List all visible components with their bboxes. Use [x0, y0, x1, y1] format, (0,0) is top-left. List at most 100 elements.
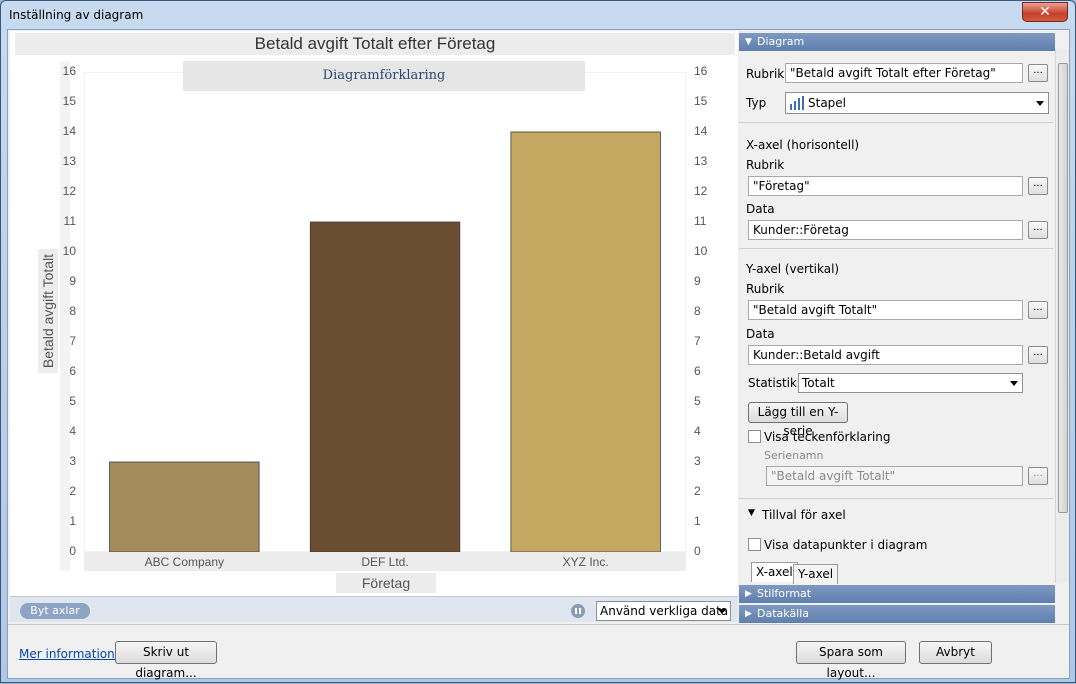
chart-toolbar: Byt axlar Använd verkliga data [10, 596, 738, 622]
divider [739, 248, 1053, 249]
y-tick-label: 13 [62, 154, 76, 168]
section-style-header[interactable]: ▶ Stilformat [739, 585, 1055, 603]
show-datapoints-checkbox[interactable] [748, 538, 761, 551]
y-axis-title-field[interactable]: "Betald avgift Totalt" [748, 300, 1023, 320]
y-tick-label-right: 12 [694, 184, 708, 198]
y-tick-label-right: 0 [694, 544, 701, 558]
y-axis-title-edit-button[interactable]: ... [1028, 301, 1048, 319]
series-name-edit-button: ... [1028, 467, 1048, 485]
more-info-link[interactable]: Mer information... [19, 647, 127, 661]
add-y-series-button[interactable]: Lägg till en Y-serie [748, 402, 848, 438]
y-axis-data-edit-button[interactable]: ... [1028, 346, 1048, 364]
chart-type-value: Stapel [808, 96, 847, 110]
y-tick-label: 5 [69, 394, 76, 408]
x-axis-title-edit-button[interactable]: ... [1028, 177, 1048, 195]
x-tick-label: DEF Ltd. [361, 555, 409, 569]
plot-area [84, 72, 686, 552]
y-title-label: Rubrik [746, 282, 785, 296]
y-tick-label-right: 9 [694, 274, 701, 288]
y-tick-label-right: 6 [694, 364, 701, 378]
x-axis-data-edit-button[interactable]: ... [1028, 221, 1048, 239]
legend-title[interactable]: Diagramförklaring [183, 61, 585, 91]
x-data-label: Data [746, 202, 775, 216]
tab-y-axis[interactable]: Y-axel [793, 564, 839, 584]
bar-chart-icon [790, 96, 804, 110]
statistic-select[interactable]: Totalt [798, 373, 1023, 393]
series-name-field: "Betald avgift Totalt" [766, 466, 1023, 486]
panel-scrollbar[interactable] [1055, 49, 1069, 583]
title-label: Rubrik [746, 67, 785, 81]
chart-preview: Betald avgift Totalt efter Företag Betal… [10, 31, 738, 596]
y-tick-label-right: 5 [694, 394, 701, 408]
y-tick-label-right: 3 [694, 454, 701, 468]
chart-type-select[interactable]: Stapel [785, 92, 1049, 114]
x-axis-band [84, 552, 686, 571]
y-tick-label: 9 [69, 274, 76, 288]
y-tick-label: 15 [62, 94, 76, 108]
pause-icon[interactable] [571, 604, 585, 618]
bar-xyz-inc [510, 131, 661, 552]
y-axis-heading: Y-axel (vertikal) [746, 262, 840, 276]
print-chart-button[interactable]: Skriv ut diagram... [115, 641, 217, 680]
bar-abc-company [109, 461, 260, 552]
y-tick-label: 6 [69, 364, 76, 378]
series-name-label: Serienamn [764, 449, 824, 462]
y-tick-label-right: 16 [694, 64, 708, 78]
y-tick-label: 12 [62, 184, 76, 198]
cancel-button[interactable]: Avbryt [919, 641, 992, 664]
section-diagram-label: Diagram [757, 35, 805, 48]
y-tick-label-right: 15 [694, 94, 708, 108]
window-title: Inställning av diagram [9, 8, 144, 22]
section-diagram-header[interactable]: ▼ Diagram [739, 33, 1055, 51]
statistic-label: Statistik [748, 376, 797, 390]
section-source-header[interactable]: ▶ Datakälla [739, 605, 1055, 623]
y-tick-label: 2 [69, 484, 76, 498]
data-mode-value: Använd verkliga data [600, 604, 729, 618]
y-axis-data-field[interactable]: Kunder::Betald avgift [748, 345, 1023, 365]
triangle-down-icon: ▼ [745, 37, 752, 47]
chart-title-edit-button[interactable]: ... [1028, 64, 1048, 82]
triangle-right-icon: ▶ [745, 589, 752, 599]
divider [739, 498, 1053, 499]
y-tick-label: 7 [69, 334, 76, 348]
y-axis-title-box[interactable]: Betald avgift Totalt [38, 249, 58, 373]
axis-options-toggle[interactable]: Tillval för axel [762, 508, 846, 522]
show-legend-checkbox[interactable] [748, 430, 761, 443]
show-legend-label: Visa teckenförklaring [764, 430, 891, 444]
show-datapoints-label: Visa datapunkter i diagram [764, 538, 928, 552]
y-tick-label-right: 13 [694, 154, 708, 168]
section-source-label: Datakälla [757, 607, 810, 620]
y-tick-label-right: 1 [694, 514, 701, 528]
y-axis-band [60, 61, 70, 571]
x-title-label: Rubrik [746, 158, 785, 172]
x-axis-title[interactable]: Företag [336, 573, 436, 593]
scrollbar-thumb[interactable] [1058, 63, 1068, 513]
section-style-label: Stilformat [757, 587, 812, 600]
x-axis-heading: X-axel (horisontell) [746, 138, 860, 152]
dialog-client: Betald avgift Totalt efter Företag Betal… [7, 29, 1070, 680]
y-tick-label: 10 [62, 244, 76, 258]
x-axis-title-field[interactable]: "Företag" [748, 176, 1023, 196]
close-button[interactable]: ✕ [1022, 2, 1068, 22]
y-tick-label-right: 7 [694, 334, 701, 348]
dialog-footer: Mer information... Skriv ut diagram... S… [8, 624, 1069, 680]
bar-def-ltd [309, 221, 461, 552]
data-mode-select[interactable]: Använd verkliga data [596, 601, 731, 621]
chart-title[interactable]: Betald avgift Totalt efter Företag [15, 33, 735, 55]
save-layout-button[interactable]: Spara som layout... [796, 641, 906, 680]
y-tick-label: 3 [69, 454, 76, 468]
chart-title-field[interactable]: "Betald avgift Totalt efter Företag" [785, 63, 1023, 83]
y-data-label: Data [746, 327, 775, 341]
y-tick-label: 8 [69, 304, 76, 318]
y-tick-label: 14 [62, 124, 76, 138]
y-tick-label-right: 2 [694, 484, 701, 498]
x-axis-data-field[interactable]: Kunder::Företag [748, 220, 1023, 240]
y-tick-label-right: 10 [694, 244, 708, 258]
swap-axes-button[interactable]: Byt axlar [20, 603, 90, 619]
triangle-down-icon[interactable]: ▼ [748, 508, 755, 518]
chevron-down-icon [1036, 101, 1044, 106]
divider [739, 122, 1053, 123]
tab-x-axis[interactable]: X-axel [751, 562, 798, 582]
title-bar: Inställning av diagram ✕ [1, 1, 1075, 29]
